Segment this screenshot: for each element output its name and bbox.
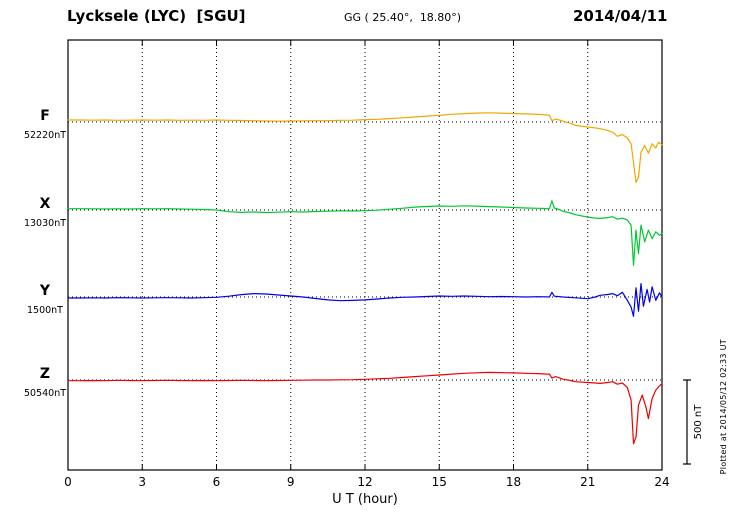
series-baseline-label-Z: 50540nT: [24, 388, 66, 399]
x-tick-label-0: 0: [64, 475, 72, 489]
plotted-at-note: Plotted at 2014/05/12 02:33 UT: [719, 338, 728, 474]
station-title: Lycksele (LYC) [SGU]: [67, 7, 246, 25]
plot-date: 2014/04/11: [573, 7, 668, 25]
scale-bar-label: 500 nT: [693, 404, 704, 440]
series-label-X: X: [40, 196, 51, 212]
x-tick-label-21: 21: [580, 475, 595, 489]
trace-F: [67, 112, 663, 184]
series-baseline-label-Y: 1500nT: [27, 305, 63, 316]
trace-X: [67, 200, 663, 266]
series-baseline-label-F: 52220nT: [24, 130, 66, 141]
x-tick-label-9: 9: [287, 475, 295, 489]
x-tick-label-18: 18: [506, 475, 521, 489]
series-label-Z: Z: [40, 366, 50, 382]
trace-Y: [67, 283, 663, 317]
series-label-Y: Y: [39, 283, 51, 299]
x-tick-label-12: 12: [357, 475, 372, 489]
x-axis-label: U T (hour): [332, 492, 398, 507]
series-baseline-label-X: 13030nT: [24, 218, 66, 229]
series-label-F: F: [40, 108, 50, 124]
geo-coordinates: GG ( 25.40°, 18.80°): [344, 11, 462, 24]
x-tick-label-15: 15: [432, 475, 447, 489]
x-tick-label-6: 6: [213, 475, 221, 489]
trace-Z: [67, 371, 663, 445]
x-tick-label-24: 24: [654, 475, 669, 489]
x-tick-label-3: 3: [138, 475, 146, 489]
